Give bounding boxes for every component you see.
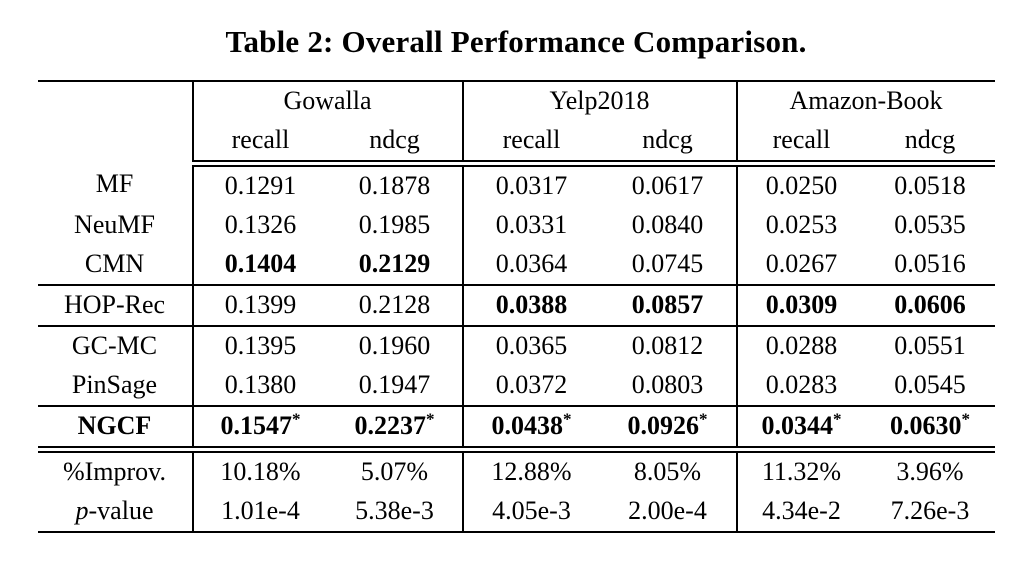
value-text: 0.0926 (627, 411, 700, 440)
row-mf: MF 0.1291 0.1878 0.0317 0.0617 0.0250 0.… (37, 163, 995, 206)
significance-star: * (426, 409, 435, 429)
metric-value: 10.18% (220, 457, 301, 486)
group-header-amazon-book: Amazon-Book (789, 86, 943, 115)
value-text: 0.1547 (220, 411, 293, 440)
metric-value: 1.01e-4 (221, 496, 300, 525)
metric-value: 5.07% (327, 449, 464, 492)
metric-header-ndcg: ndcg (327, 121, 464, 167)
metric-value: 0.0283 (736, 366, 866, 407)
value-text: 0.2237 (354, 411, 427, 440)
significance-star: * (292, 409, 301, 429)
metric-value: 4.05e-3 (492, 496, 571, 525)
metric-header-recall: recall (736, 121, 866, 167)
row-hop-rec: HOP-Rec 0.1399 0.2128 0.0388 0.0857 0.03… (37, 285, 995, 327)
metric-value: 0.0267 (736, 245, 866, 286)
metric-value: 0.0250 (765, 171, 838, 200)
metric-value: 0.0344* (736, 406, 866, 453)
row-gc-mc: GC-MC 0.1395 0.1960 0.0365 0.0812 0.0288… (37, 326, 995, 366)
value-text: 0.0630 (890, 411, 962, 440)
row-pvalue: p-value 1.01e-4 5.38e-3 4.05e-3 2.00e-4 … (37, 492, 995, 532)
metric-header-ndcg: ndcg (865, 121, 995, 167)
metric-value: 0.0438* (462, 406, 600, 453)
metric-value: 0.0812 (599, 326, 738, 366)
metric-value: 0.0388 (462, 285, 600, 327)
metric-value: 0.0331 (495, 210, 568, 239)
group-header-gowalla: Gowalla (192, 81, 464, 121)
row-ngcf: NGCF 0.1547* 0.2237* 0.0438* 0.0926* 0.0… (37, 406, 995, 453)
metric-value: 0.0545 (865, 366, 995, 407)
metric-value: 0.0365 (495, 331, 568, 360)
metric-value: 0.1878 (327, 163, 464, 206)
metric-value: 0.1985 (327, 206, 464, 245)
metric-value: 0.0551 (894, 331, 966, 360)
metric-value: 8.05% (599, 449, 738, 492)
metric-value: 0.1380 (192, 366, 328, 407)
row-improv: %Improv. 10.18% 5.07% 12.88% 8.05% 11.32… (37, 449, 995, 492)
significance-star: * (833, 409, 842, 429)
metric-value: 0.2237* (327, 406, 464, 453)
metric-value: 0.1291 (224, 171, 297, 200)
metric-value: 0.0840 (599, 206, 738, 245)
group-header-row: Gowalla Yelp2018 Amazon-Book (37, 81, 995, 164)
metric-value: 11.32% (761, 457, 842, 486)
stat-label: %Improv. (37, 449, 194, 492)
metric-value: 0.0372 (462, 366, 600, 407)
value-text: 0.0344 (761, 411, 834, 440)
value-text: 0.0438 (491, 411, 564, 440)
metric-value: 0.1326 (224, 210, 297, 239)
metric-value: 0.0364 (462, 245, 600, 286)
row-cmn: CMN 0.1404 0.2129 0.0364 0.0745 0.0267 0… (37, 245, 995, 286)
metric-value: 0.0317 (495, 171, 568, 200)
metric-value: 0.2128 (327, 285, 464, 327)
metric-value: 7.26e-3 (890, 496, 970, 525)
metric-header-recall: recall (462, 121, 600, 167)
metric-value: 2.00e-4 (599, 492, 738, 532)
row-neumf: NeuMF 0.1326 0.1985 0.0331 0.0840 0.0253… (37, 206, 995, 245)
metric-value: 0.1395 (224, 331, 297, 360)
table-caption: Table 2: Overall Performance Comparison. (225, 24, 807, 59)
metric-value: 3.96% (896, 457, 964, 486)
metric-value: 0.1960 (327, 326, 464, 366)
model-label: NeuMF (37, 206, 194, 245)
metric-value: 0.0606 (865, 285, 995, 327)
metric-value: 0.0288 (765, 331, 838, 360)
metric-value: 0.0926* (599, 406, 738, 453)
model-label: GC-MC (37, 326, 194, 366)
metric-value: 0.0309 (736, 285, 866, 327)
metric-value: 5.38e-3 (327, 492, 464, 532)
metric-header-ndcg: ndcg (599, 121, 738, 167)
corner-cell (37, 81, 194, 164)
model-label: HOP-Rec (37, 285, 194, 327)
metric-value: 0.0745 (599, 245, 738, 286)
metric-value: 0.1547* (192, 406, 328, 453)
metric-header-recall: recall (192, 121, 328, 167)
significance-star: * (961, 409, 971, 429)
model-label: NGCF (37, 406, 194, 453)
metric-value: 0.0253 (765, 210, 838, 239)
metric-value: 0.0535 (894, 210, 966, 239)
model-label: MF (37, 163, 194, 206)
metric-value: 12.88% (491, 457, 572, 486)
model-label: PinSage (37, 366, 194, 407)
metric-value: 4.34e-2 (762, 496, 841, 525)
metric-value: 0.0803 (599, 366, 738, 407)
metric-value: 0.0617 (599, 163, 738, 206)
metric-value: 0.0516 (865, 245, 995, 286)
metric-value: 0.2129 (327, 245, 464, 286)
metric-value: 0.0630* (865, 406, 995, 453)
metric-header-row: recall ndcg recall ndcg recall ndcg (38, 121, 995, 167)
metric-value: 0.1399 (192, 285, 328, 327)
significance-star: * (563, 409, 572, 429)
metric-value: 0.1404 (192, 245, 328, 286)
metric-value: 0.0857 (599, 285, 738, 327)
model-label: CMN (37, 245, 194, 286)
group-header-yelp2018: Yelp2018 (462, 81, 738, 121)
metric-value: 0.1947 (327, 366, 464, 407)
stat-label: p-value (37, 492, 194, 532)
row-pinsage: PinSage 0.1380 0.1947 0.0372 0.0803 0.02… (37, 366, 995, 407)
significance-star: * (699, 409, 708, 429)
performance-comparison-table: Gowalla Yelp2018 Amazon-Book recall ndcg… (37, 80, 995, 533)
metric-value: 0.0518 (894, 171, 966, 200)
